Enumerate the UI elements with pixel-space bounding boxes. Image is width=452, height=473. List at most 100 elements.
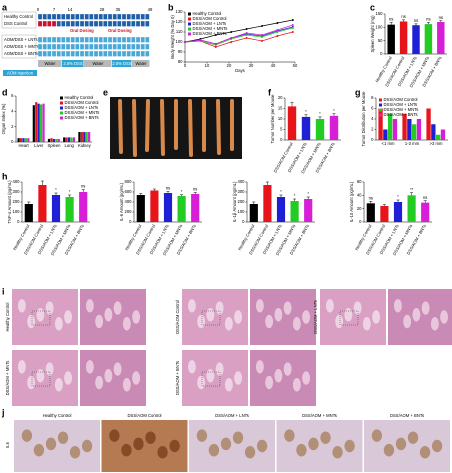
timeline-cell [103,50,108,57]
timeline-cell [84,50,89,57]
timeline-cell [140,20,145,27]
group-label: AOM/DSS + LNTs [4,37,38,42]
bar [191,194,200,222]
y-tick-label: 6 [371,106,374,111]
bar [424,24,433,54]
tissue-detail [353,301,362,315]
legend-label: DSS/AOM Control [65,100,99,105]
timeline-cell [112,50,117,57]
timeline-cell [131,36,136,43]
bar [177,196,186,222]
bar [55,138,58,142]
panel-label: c [370,2,375,12]
bar [17,138,20,142]
bar [24,138,28,142]
y-tick-label: 400 [238,179,246,184]
bar [388,113,393,140]
tissue-detail [265,314,274,329]
bar [72,137,76,142]
tissue-detail [109,429,120,442]
point [245,37,248,39]
y-tick-label: 0 [380,51,383,56]
timeline-cell [56,13,61,20]
day-label: 0 [37,7,40,12]
y-tick-label: 200 [13,199,21,204]
bar [329,115,339,140]
timeline-cell [42,20,47,27]
x-tick-label: 1-3 mm [405,141,420,146]
tissue-detail [335,314,344,329]
significance: * [55,187,57,192]
phase-label: Water [44,61,56,66]
legend-label: DSS/AOM + MNTs [193,26,228,31]
group-label: AOM/DSS + MNTs [4,44,39,49]
bar [416,119,422,140]
bar [57,138,60,142]
error-bar [252,201,256,204]
bar [412,25,420,54]
timeline-cell [42,50,47,57]
bar [65,137,68,142]
tissue-detail [64,371,73,385]
panel-label: e [103,87,108,97]
panel-label: f [268,87,272,97]
bar [301,116,311,140]
timeline-cell [103,13,108,20]
stain-label: IL6 [5,441,10,447]
timeline-cell [47,13,52,20]
tissue-detail [69,446,81,459]
tissue-detail [403,314,412,329]
tissue-detail [274,308,283,322]
significance: * [319,111,321,116]
timeline-cell [56,43,61,50]
panel-label: i [2,286,5,296]
point [291,24,294,26]
timeline-cell [65,20,71,27]
legend-swatch [60,101,63,105]
timeline-cell [37,13,43,20]
bar [387,24,395,54]
tissue-detail [33,443,45,457]
x-tick-label: 50 [293,63,298,68]
timeline-cell [140,13,145,20]
error-bar [402,19,406,22]
tissue-detail [197,314,206,329]
y-tick-label: 60 [357,179,362,184]
error-bar [27,201,31,204]
timeline-cell [75,36,80,43]
timeline-cell [70,13,75,20]
legend-label: DSS/AOM + LNTs [65,105,99,110]
timeline-cell [98,36,103,43]
point [291,31,294,33]
tissue-detail [132,310,141,324]
timeline-cell [47,36,52,43]
tissue-detail [21,429,33,442]
timeline-cell [121,36,127,43]
series-line [184,19,293,43]
bar [40,104,43,142]
legend-label: DSS/AOM + MNTs [65,110,100,115]
histology-label: Healthy Control [5,303,10,332]
timeline-cell [51,20,57,27]
timeline-cell [117,20,122,27]
bracket [1,11,37,29]
tissue-detail [17,360,26,374]
bar [393,202,403,222]
tissue-detail [169,439,180,453]
timeline-cell [65,50,71,57]
timeline-cell [98,20,103,27]
timeline-cell [140,43,145,50]
timeline-cell [70,43,75,50]
significance: ns [423,195,427,200]
bar [32,105,35,142]
bar [440,129,446,140]
timeline-cell [93,36,99,43]
point [230,37,233,39]
point [245,32,248,34]
bar [38,185,47,222]
y-tick-label: 800 [125,179,133,184]
y-tick-label: 130 [176,9,184,14]
tissue-detail [265,375,274,390]
x-tick-label: 20 [227,63,232,68]
bar [263,185,272,222]
